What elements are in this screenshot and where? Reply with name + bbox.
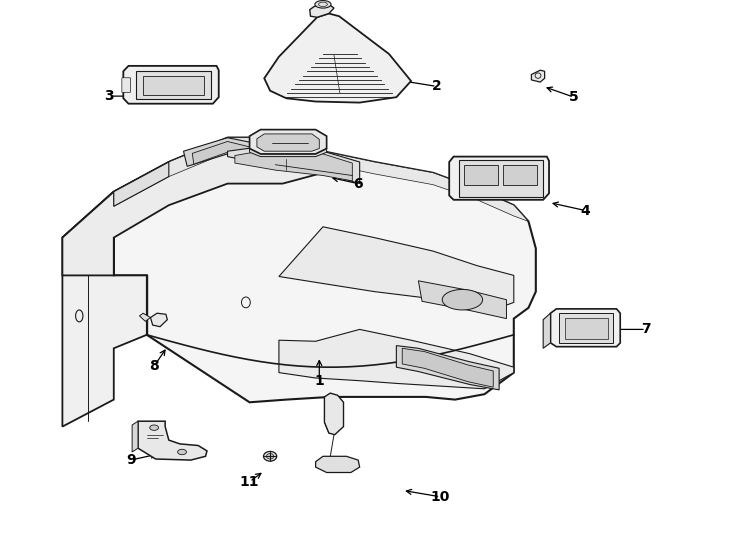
Ellipse shape [178,449,186,455]
Polygon shape [139,313,150,321]
Text: 5: 5 [569,90,579,104]
Ellipse shape [264,451,277,461]
Text: 8: 8 [149,359,159,373]
Text: 11: 11 [240,475,259,489]
Polygon shape [136,71,211,99]
Polygon shape [184,138,268,166]
Polygon shape [264,14,411,103]
Polygon shape [192,141,261,164]
Polygon shape [279,329,514,389]
Polygon shape [310,4,334,17]
Polygon shape [459,160,543,197]
Polygon shape [559,313,613,343]
Ellipse shape [442,289,483,310]
Ellipse shape [266,454,274,459]
Polygon shape [402,348,493,387]
Polygon shape [250,136,327,157]
Text: 4: 4 [581,204,591,218]
Polygon shape [132,421,138,452]
Polygon shape [531,70,545,82]
Text: 2: 2 [432,79,442,93]
Polygon shape [123,66,219,104]
Text: 6: 6 [353,177,363,191]
Polygon shape [150,313,167,327]
Text: 7: 7 [641,322,651,336]
Text: 3: 3 [103,89,114,103]
Polygon shape [143,76,204,94]
Polygon shape [250,130,327,154]
Text: 1: 1 [314,374,324,388]
Polygon shape [316,456,360,472]
Polygon shape [550,309,620,347]
Polygon shape [62,138,536,402]
Polygon shape [62,138,323,275]
Text: 9: 9 [126,453,136,467]
Polygon shape [503,165,537,185]
Ellipse shape [150,425,159,430]
Text: 10: 10 [431,490,450,504]
Polygon shape [62,192,147,427]
Ellipse shape [315,1,331,8]
FancyBboxPatch shape [122,78,131,92]
Polygon shape [114,138,528,221]
Polygon shape [138,421,207,460]
Polygon shape [114,162,169,206]
Polygon shape [279,227,514,308]
Polygon shape [543,313,550,348]
Polygon shape [464,165,498,185]
Polygon shape [565,318,608,339]
Polygon shape [235,148,352,181]
Polygon shape [449,157,549,200]
Polygon shape [257,134,319,151]
Polygon shape [418,281,506,319]
Polygon shape [228,146,360,184]
Polygon shape [324,393,344,435]
Polygon shape [396,346,499,390]
